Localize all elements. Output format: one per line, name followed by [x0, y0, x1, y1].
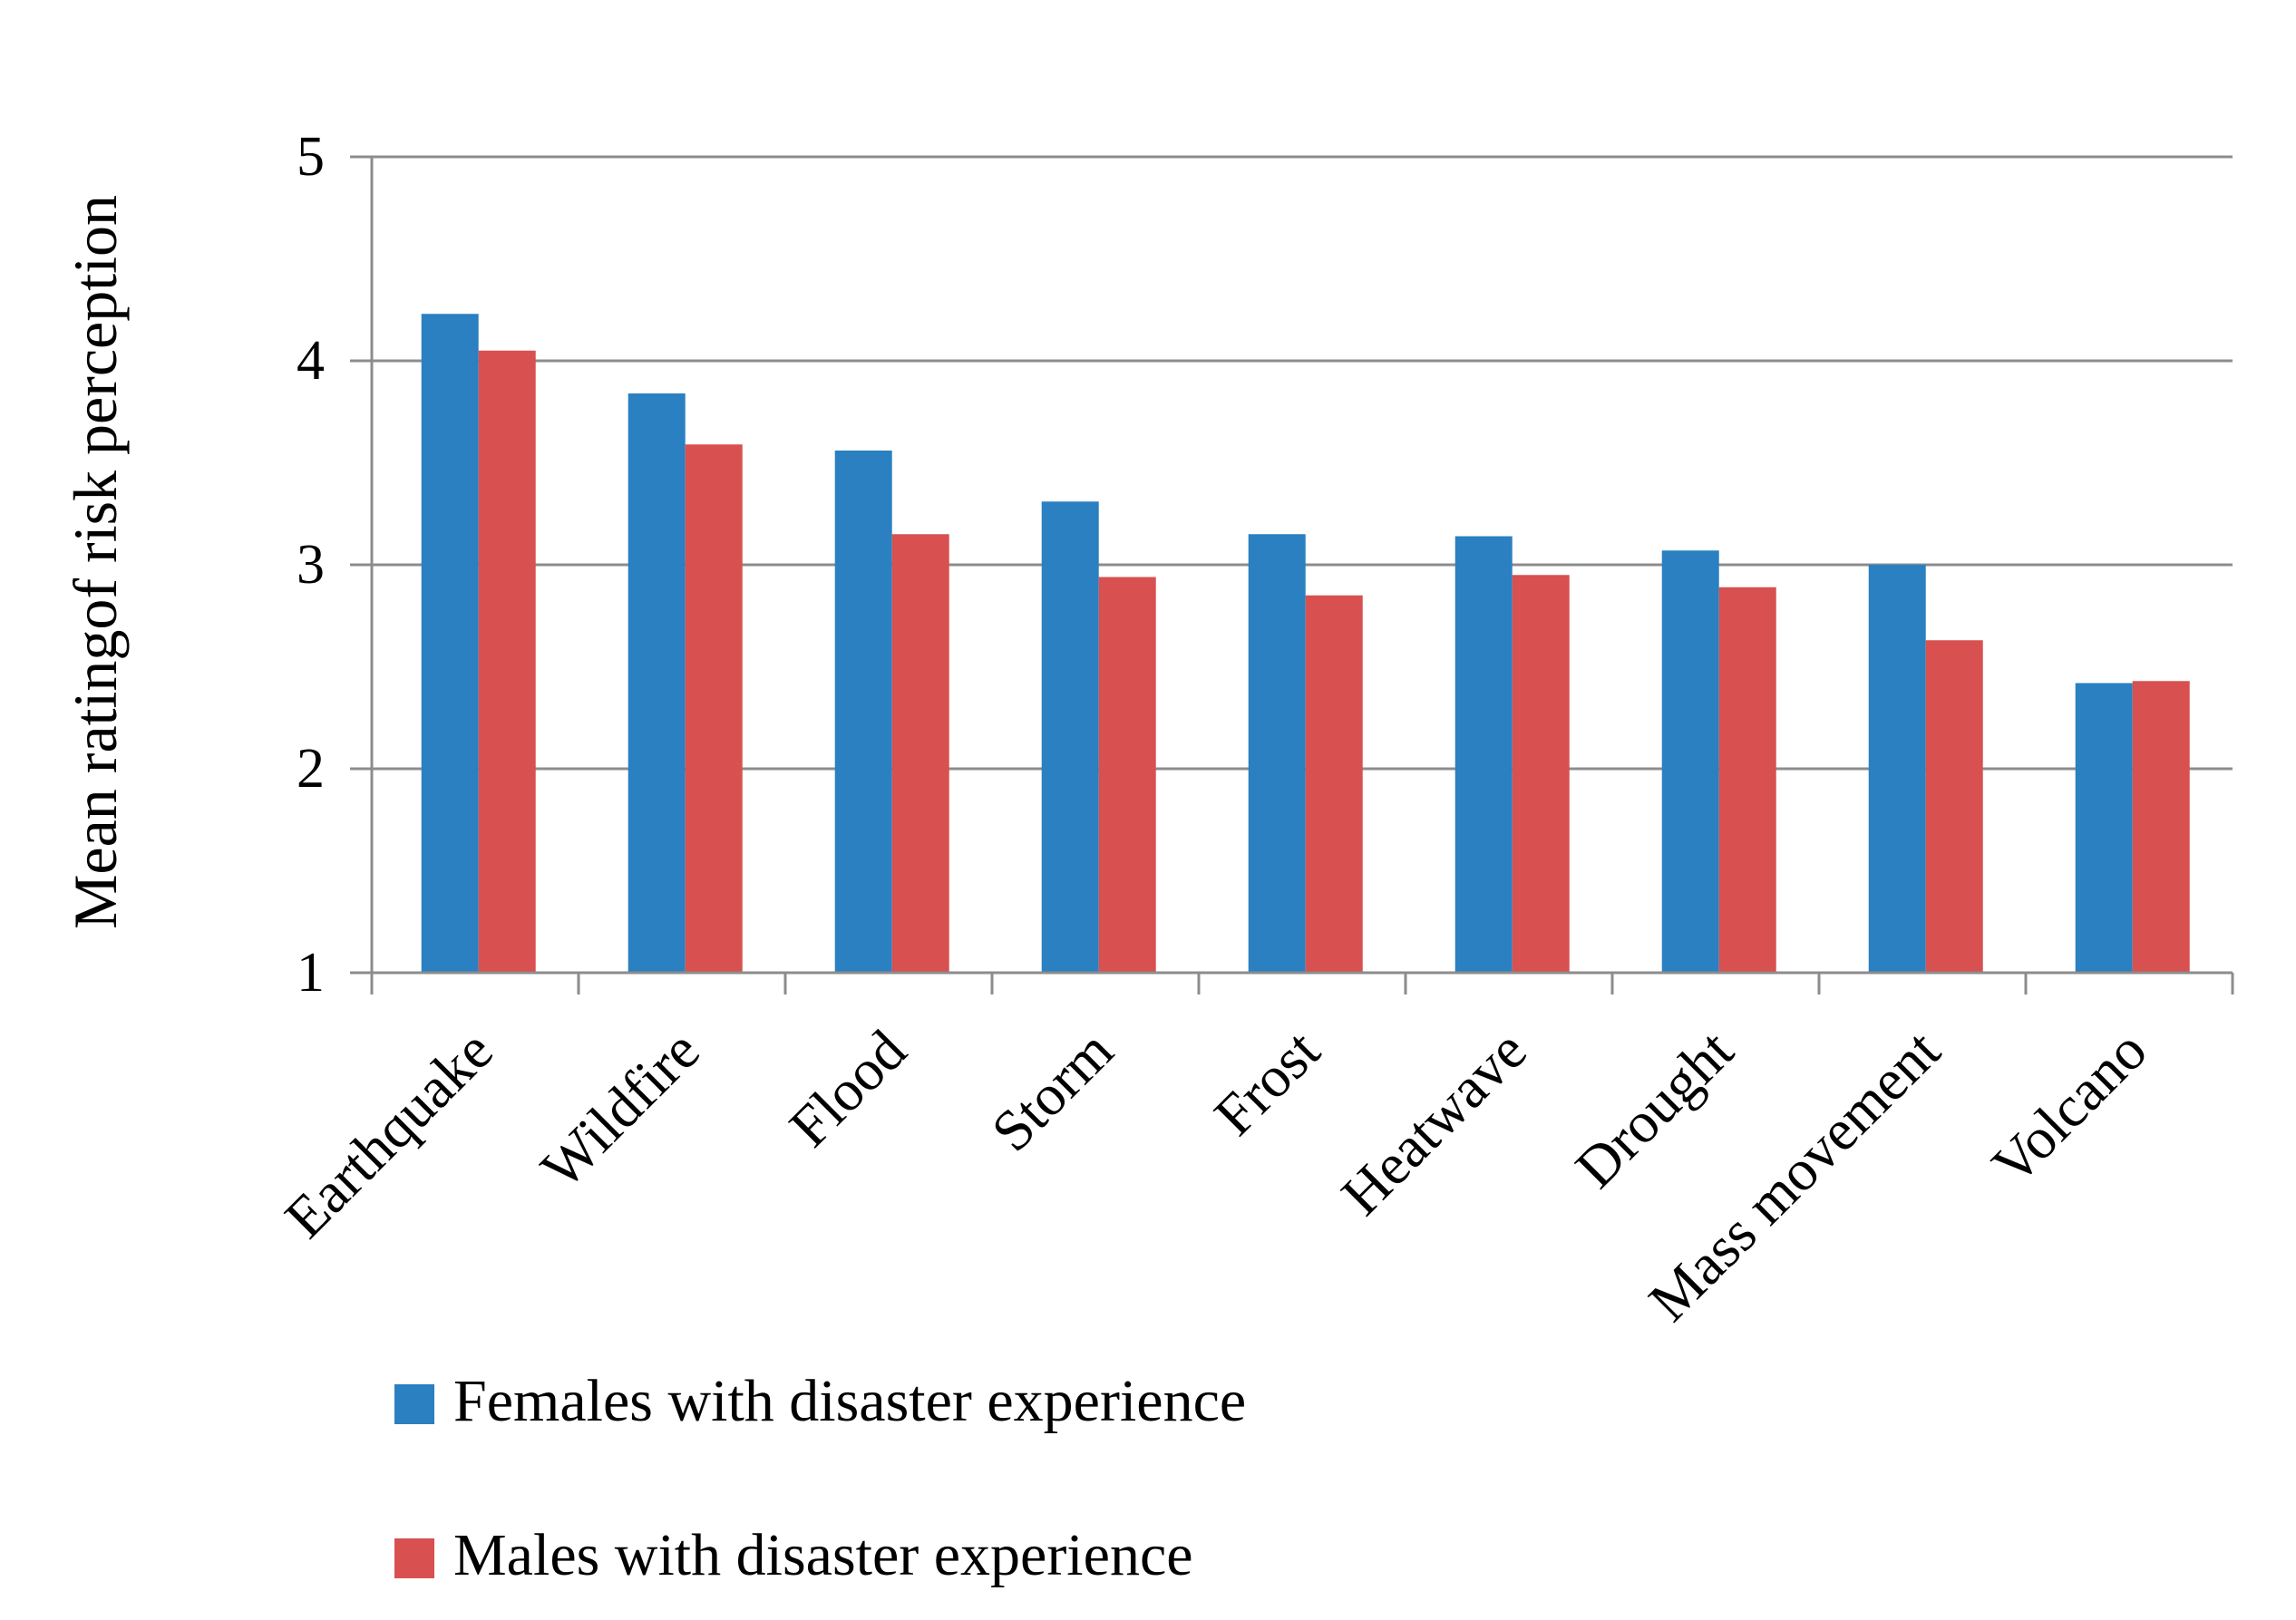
x-tick-label: Volcano: [1980, 1018, 2159, 1198]
bar-earthquake-females: [421, 314, 479, 973]
y-tick-labels: 1 2 3 4 5: [297, 126, 325, 1004]
bar-drought-males: [1718, 587, 1776, 973]
axes: [350, 155, 2234, 994]
legend: Females with disaster experience Males wi…: [394, 1368, 1246, 1588]
x-tick-labels: Earthquake Wildfire Flood Storm FrostHeatwav…: [272, 1018, 2158, 1334]
y-axis-title: Mean ratingof risk perception: [61, 195, 130, 929]
bar-wildfire-females: [628, 393, 686, 973]
bar-earthquake-males: [478, 350, 536, 973]
bar-flood-females: [834, 451, 892, 973]
legend-swatch-males: [394, 1538, 434, 1578]
legend-label-females: Females with disaster experience: [453, 1368, 1246, 1434]
x-tick-label: Flood: [777, 1018, 919, 1159]
y-tick-label: 3: [297, 534, 325, 596]
bar-storm-males: [1098, 577, 1156, 973]
x-tick-label: Drought: [1563, 1018, 1746, 1200]
bar-mass-movement-males: [1925, 640, 1983, 973]
bar-volcano-males: [2132, 681, 2190, 973]
bars: [421, 314, 2190, 973]
y-tick-label: 2: [297, 738, 325, 800]
legend-label-males: Males with disaster experience: [453, 1522, 1193, 1588]
bar-mass-movement-females: [1868, 565, 1926, 973]
bar-heatwave-females: [1454, 536, 1513, 973]
bar-drought-females: [1661, 550, 1719, 973]
y-tick-label: 1: [297, 942, 325, 1004]
x-tick-label: Storm: [979, 1018, 1125, 1164]
bar-frost-males: [1305, 595, 1363, 973]
bar-heatwave-males: [1512, 575, 1570, 973]
bar-wildfire-males: [685, 444, 743, 973]
bar-storm-females: [1041, 501, 1099, 973]
x-tick-label: Frost: [1202, 1018, 1331, 1148]
x-tick-label: Earthquake: [272, 1018, 504, 1250]
bar-flood-males: [891, 534, 949, 973]
y-tick-label: 5: [297, 126, 325, 188]
x-tick-label: Wildfire: [529, 1018, 712, 1201]
bar-frost-females: [1248, 534, 1306, 973]
x-tick-label: Heatwave: [1329, 1018, 1539, 1227]
bar-volcano-females: [2075, 683, 2133, 973]
y-tick-label: 4: [297, 330, 325, 392]
legend-swatch-females: [394, 1384, 434, 1424]
